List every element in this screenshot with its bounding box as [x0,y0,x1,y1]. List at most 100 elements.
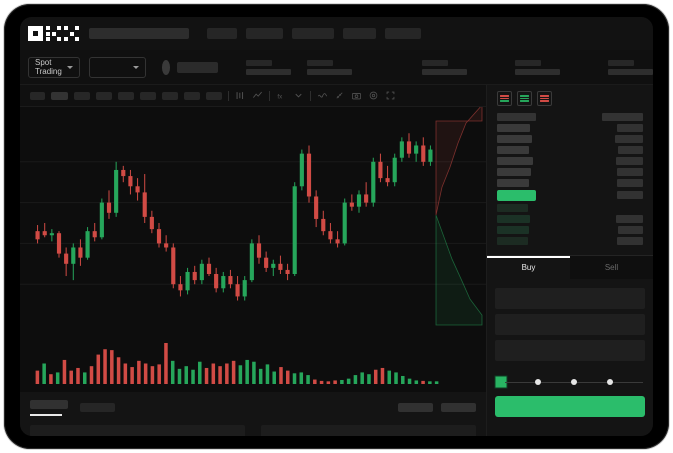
order-form-fields [487,279,653,361]
stat-volume-value [515,68,560,75]
interval-7[interactable] [162,91,178,100]
tab-open-orders[interactable] [30,400,68,409]
bid-amount [616,214,643,223]
nav-item-3[interactable] [292,28,334,39]
last-price-amount [617,191,643,199]
coin-avatar-icon [161,59,170,75]
stat-low-label [422,59,448,66]
orderbook-mode-asks[interactable] [537,91,552,106]
panel-row-left[interactable] [30,424,245,436]
nav-item-1[interactable] [207,28,237,39]
fullscreen-icon[interactable] [385,90,396,101]
amount-field[interactable] [495,314,645,335]
ask-price [497,167,531,176]
orderbook-ask-row[interactable] [487,122,653,133]
stat-high [307,59,352,75]
nav-item-4[interactable] [343,28,376,39]
settings-icon[interactable] [368,90,379,101]
interval-9[interactable] [206,91,222,100]
total-field[interactable] [495,340,645,361]
order-form-tabs: Buy Sell [487,255,653,279]
stepper-step-2[interactable] [535,379,541,385]
stat-change [246,59,291,75]
action-1[interactable] [398,403,433,413]
stat-volume-label [515,59,541,66]
interval-2[interactable] [51,91,68,100]
ruler-icon[interactable] [334,90,345,101]
interval-3[interactable] [74,91,90,100]
global-search-input[interactable] [89,28,189,39]
panel-row-right[interactable] [261,424,476,436]
orderbook-col-amount [602,112,643,121]
action-2[interactable] [441,403,476,413]
place-buy-order-button[interactable] [495,396,645,417]
okx-logo-x-icon [64,26,79,41]
okx-logo-o-icon [28,26,43,41]
svg-text:fx: fx [277,93,283,100]
wave-chart-icon[interactable] [317,90,328,101]
orderbook-mode-bids[interactable] [517,91,532,106]
stepper-track [505,381,535,383]
orders-panel [20,392,486,436]
nav-item-5[interactable] [385,28,421,39]
indicator-icon[interactable]: fx [276,90,287,101]
tab-buy[interactable]: Buy [487,256,570,279]
okx-logo[interactable] [28,26,79,41]
bid-amount [617,236,643,245]
orderbook-ask-row[interactable] [487,133,653,144]
price-field[interactable] [495,288,645,309]
stat-volume-quote-value [608,68,653,75]
volume-chart-svg [35,343,439,384]
amount-percent-stepper[interactable] [487,374,653,390]
ask-price [497,123,530,132]
toolbar-divider [269,90,270,101]
orderbook-ask-row[interactable] [487,144,653,155]
top-navigation-bar [20,17,653,50]
stat-low-value [422,68,467,75]
tab-sell[interactable]: Sell [570,256,653,279]
interval-1[interactable] [30,91,45,100]
orderbook-panel: Buy Sell [486,85,653,436]
orderbook-col-price [497,112,536,121]
stepper-track [577,381,607,383]
orderbook-ask-row[interactable] [487,166,653,177]
interval-8[interactable] [184,91,200,100]
orderbook-mode-both[interactable] [497,91,512,106]
bid-price [497,236,528,245]
candlestick-chart[interactable] [20,104,486,337]
orderbook-bid-row[interactable] [487,202,653,213]
orderbook-bid-row[interactable] [487,213,653,224]
toolbar-divider [310,90,311,101]
stepper-step-4[interactable] [607,379,613,385]
stat-low [422,59,467,75]
ask-price [497,178,529,187]
orderbook-last-price [487,188,653,202]
ask-price [497,156,533,165]
line-chart-icon[interactable] [252,90,263,101]
stepper-track [541,381,571,383]
orderbook-bid-row[interactable] [487,235,653,246]
orderbook-ask-row[interactable] [487,155,653,166]
stat-volume-quote [608,59,653,75]
stat-change-value [246,68,291,75]
trading-pair-select[interactable] [88,56,146,78]
interval-6[interactable] [140,91,156,100]
candlestick-chart-icon[interactable] [235,90,246,101]
ask-amount [615,134,643,143]
interval-5[interactable] [118,91,134,100]
tab-order-history[interactable] [80,403,115,413]
bid-amount [618,225,643,234]
chevron-down-icon[interactable] [293,90,304,101]
market-type-select[interactable]: Spot Trading [28,56,80,78]
orderbook-ask-row[interactable] [487,177,653,188]
camera-icon[interactable] [351,90,362,101]
last-price-highlight [497,189,536,201]
nav-item-2[interactable] [246,28,283,39]
ask-amount [617,123,643,132]
stepper-step-3[interactable] [571,379,577,385]
stepper-step-active[interactable] [497,378,505,386]
volume-chart [20,337,486,392]
orderbook-bid-row[interactable] [487,224,653,235]
app-screen: Spot Trading [20,17,653,436]
interval-4[interactable] [96,91,112,100]
